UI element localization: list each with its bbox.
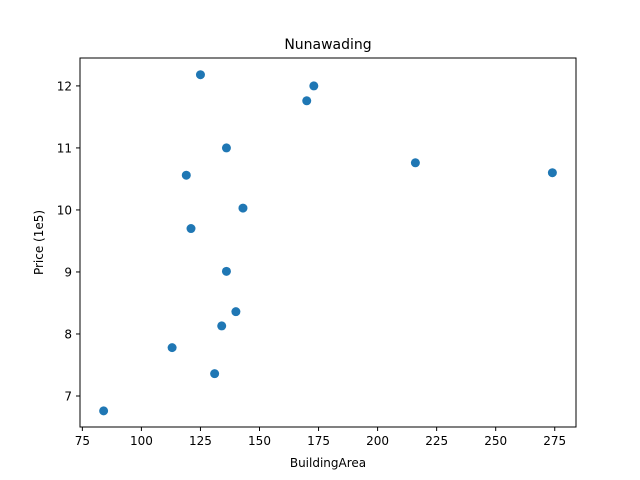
- x-axis-label: BuildingArea: [290, 456, 366, 470]
- y-tick-label: 12: [57, 79, 72, 93]
- y-tick-label: 11: [57, 141, 72, 155]
- data-point: [302, 96, 312, 106]
- y-axis-label: Price (1e5): [32, 210, 46, 275]
- data-point: [99, 406, 109, 416]
- data-point: [309, 81, 319, 91]
- x-tick-label: 100: [130, 434, 153, 448]
- y-axis-ticks: 7 8 9 10 11 12: [57, 79, 80, 403]
- data-points: [99, 70, 557, 416]
- data-point: [195, 70, 205, 80]
- chart-title: Nunawading: [284, 37, 371, 53]
- x-tick-label: 250: [484, 434, 507, 448]
- data-point: [186, 224, 196, 234]
- data-point: [181, 170, 191, 180]
- data-point: [221, 143, 231, 153]
- x-tick-label: 225: [425, 434, 448, 448]
- data-point: [167, 343, 177, 353]
- x-axis-ticks: 75 100 125 150 175 200 225 250 275: [75, 427, 566, 448]
- plot-frame: [79, 57, 577, 428]
- x-tick-label: 275: [543, 434, 566, 448]
- data-point: [231, 307, 241, 317]
- data-point: [210, 369, 220, 379]
- data-point: [217, 321, 227, 331]
- x-tick-label: 150: [248, 434, 271, 448]
- data-point: [547, 168, 557, 178]
- data-point: [410, 158, 420, 168]
- y-tick-label: 8: [64, 327, 72, 341]
- x-tick-label: 75: [75, 434, 90, 448]
- y-tick-label: 7: [64, 389, 72, 403]
- y-tick-label: 10: [57, 203, 72, 217]
- data-point: [238, 203, 248, 213]
- x-tick-label: 200: [366, 434, 389, 448]
- data-point: [221, 266, 231, 276]
- x-tick-label: 175: [307, 434, 330, 448]
- x-tick-label: 125: [189, 434, 212, 448]
- y-tick-label: 9: [64, 265, 72, 279]
